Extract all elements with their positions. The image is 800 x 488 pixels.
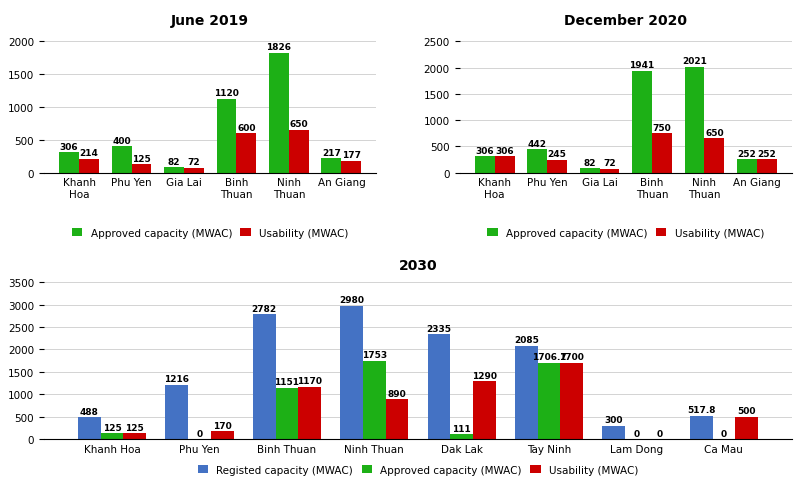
Bar	[237, 134, 256, 173]
Bar	[757, 160, 777, 173]
Bar	[705, 139, 725, 173]
Bar	[322, 159, 342, 173]
Text: 650: 650	[290, 120, 308, 129]
Text: 72: 72	[188, 158, 200, 167]
Text: 1941: 1941	[630, 61, 654, 70]
Text: 1170: 1170	[297, 376, 322, 386]
Bar	[737, 160, 757, 173]
Text: 125: 125	[102, 423, 122, 432]
Text: 111: 111	[452, 424, 471, 433]
Bar	[59, 153, 79, 173]
Bar	[269, 54, 289, 173]
Text: 82: 82	[168, 157, 180, 166]
Text: 400: 400	[112, 136, 131, 145]
Bar	[547, 161, 567, 173]
Text: 125: 125	[132, 154, 151, 163]
Text: 252: 252	[758, 149, 776, 159]
Text: 245: 245	[548, 150, 566, 159]
Title: June 2019: June 2019	[171, 14, 250, 28]
Bar	[690, 416, 713, 439]
Bar	[538, 363, 561, 439]
Text: 2085: 2085	[514, 335, 539, 345]
Bar	[275, 388, 298, 439]
Text: 1826: 1826	[266, 43, 291, 52]
Text: 442: 442	[528, 140, 546, 148]
Text: 125: 125	[126, 423, 144, 432]
Bar	[211, 431, 234, 439]
Bar	[217, 100, 237, 173]
Text: 1290: 1290	[472, 371, 497, 380]
Text: 0: 0	[656, 428, 662, 438]
Legend: Registed capacity (MWAC), Approved capacity (MWAC), Usability (MWAC): Registed capacity (MWAC), Approved capac…	[194, 461, 642, 479]
Text: 650: 650	[705, 129, 724, 138]
Text: 2980: 2980	[339, 295, 364, 305]
Text: 1120: 1120	[214, 89, 239, 98]
Text: 0: 0	[634, 428, 639, 438]
Bar	[164, 168, 184, 173]
Text: 1216: 1216	[164, 374, 190, 383]
Bar	[580, 169, 599, 173]
Text: 750: 750	[653, 123, 671, 132]
Text: 517.8: 517.8	[687, 406, 715, 414]
Text: 252: 252	[738, 149, 756, 159]
Bar	[494, 157, 514, 173]
Text: 1151: 1151	[274, 377, 299, 386]
Text: 177: 177	[342, 151, 361, 160]
Text: 2335: 2335	[426, 324, 451, 333]
Text: 82: 82	[583, 159, 596, 167]
Bar	[474, 157, 494, 173]
Bar	[527, 150, 547, 173]
Bar	[123, 434, 146, 439]
Title: December 2020: December 2020	[564, 14, 687, 28]
Text: 1753: 1753	[362, 350, 387, 359]
Text: 170: 170	[213, 421, 231, 430]
Text: 488: 488	[80, 407, 98, 416]
Bar	[131, 165, 151, 173]
Legend: Approved capacity (MWAC), Usability (MWAC): Approved capacity (MWAC), Usability (MWA…	[68, 224, 353, 243]
Text: 0: 0	[197, 428, 202, 438]
Bar	[253, 315, 275, 439]
Text: 217: 217	[322, 148, 341, 157]
Bar	[473, 382, 496, 439]
Legend: Approved capacity (MWAC), Usability (MWAC): Approved capacity (MWAC), Usability (MWA…	[483, 224, 768, 243]
Bar	[79, 159, 99, 173]
Text: 600: 600	[237, 123, 256, 132]
Bar	[342, 162, 362, 173]
Bar	[289, 131, 309, 173]
Text: 500: 500	[738, 407, 756, 415]
Text: 306: 306	[60, 142, 78, 152]
Text: 0: 0	[721, 428, 727, 438]
Bar	[685, 67, 705, 173]
Bar	[184, 168, 204, 173]
Text: 2782: 2782	[252, 304, 277, 313]
Text: 1700: 1700	[559, 353, 584, 362]
Text: 306: 306	[475, 147, 494, 156]
Bar	[735, 417, 758, 439]
Bar	[428, 335, 450, 439]
Bar	[340, 306, 363, 439]
Bar	[599, 169, 619, 173]
Text: 72: 72	[603, 159, 616, 168]
Bar	[298, 387, 321, 439]
Text: 306: 306	[495, 147, 514, 156]
Bar	[78, 417, 101, 439]
Text: 300: 300	[605, 415, 623, 424]
Bar	[652, 134, 672, 173]
Text: 1706.7: 1706.7	[532, 352, 566, 361]
Bar	[386, 399, 408, 439]
Text: 214: 214	[79, 148, 98, 158]
Text: 2021: 2021	[682, 57, 707, 66]
Bar	[101, 434, 123, 439]
Bar	[450, 434, 473, 439]
Bar	[111, 147, 131, 173]
Bar	[561, 363, 583, 439]
Text: 890: 890	[388, 389, 406, 398]
Bar	[363, 361, 386, 439]
Bar	[166, 385, 188, 439]
Bar	[602, 426, 625, 439]
Bar	[515, 346, 538, 439]
Title: 2030: 2030	[398, 259, 438, 273]
Bar	[632, 72, 652, 173]
